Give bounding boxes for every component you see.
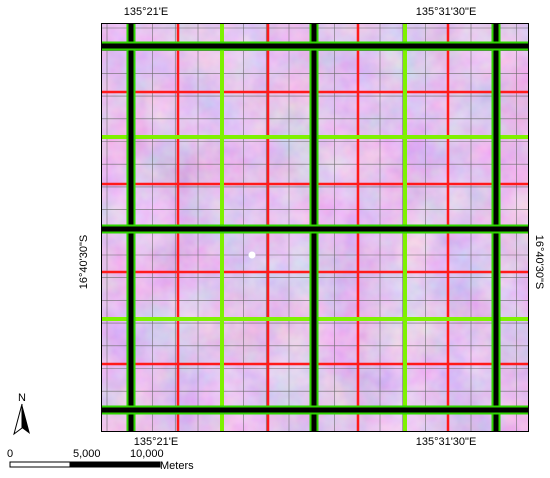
scale-bar bbox=[9, 461, 161, 468]
top-graticule-label-right: 135°31'30"E bbox=[415, 6, 477, 18]
point-marker[interactable] bbox=[248, 251, 256, 259]
north-arrow-label: N bbox=[18, 392, 26, 404]
north-arrow-icon: N bbox=[13, 392, 30, 436]
scale-unit: Meters bbox=[160, 460, 194, 472]
top-graticule-label-left: 135°21'E bbox=[123, 6, 169, 18]
bottom-graticule-label-right: 135°31'30"E bbox=[415, 436, 477, 448]
scale-label-10000: 10,000 bbox=[130, 448, 164, 460]
right-graticule-label: 16°40'30"S bbox=[533, 234, 545, 290]
thick-grid bbox=[102, 24, 528, 431]
scale-label-0: 0 bbox=[7, 448, 14, 460]
left-graticule-label: 16°40'30"S bbox=[78, 234, 90, 290]
scale-label-5000: 5,000 bbox=[73, 448, 101, 460]
scale-segment-1 bbox=[9, 461, 71, 468]
bottom-graticule-label-left: 135°21'E bbox=[133, 436, 179, 448]
map-canvas[interactable] bbox=[102, 24, 529, 432]
map-frame[interactable] bbox=[101, 23, 529, 432]
scale-segment-2 bbox=[69, 461, 161, 468]
